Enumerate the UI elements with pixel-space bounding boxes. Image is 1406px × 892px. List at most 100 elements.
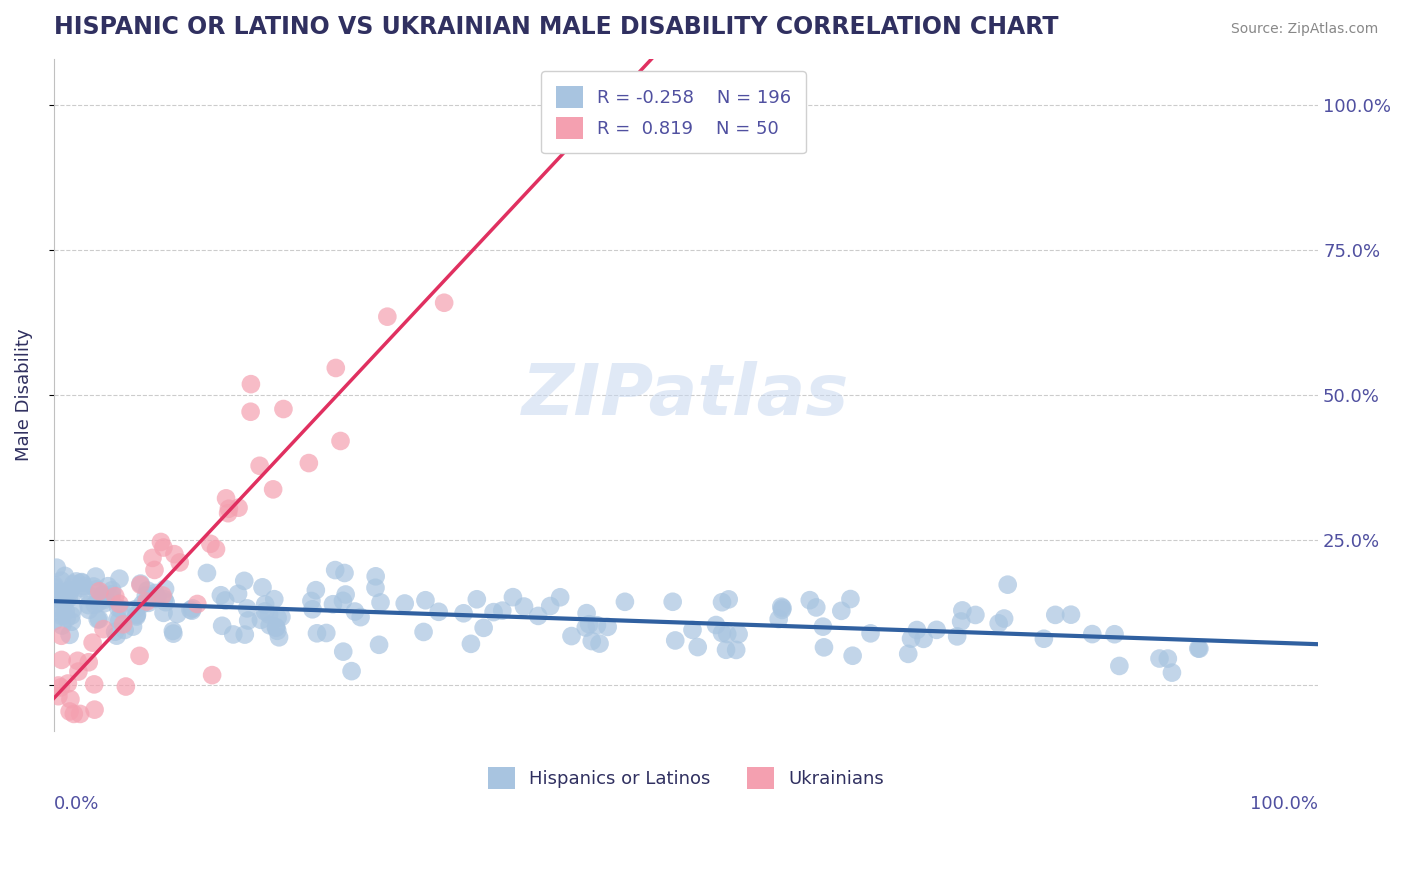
Point: [250, 613, 273, 627]
Point: [946, 629, 969, 643]
Point: [60, 588, 83, 602]
Point: [70, 581, 93, 595]
Point: [60, 615, 83, 629]
Point: [52, 595, 75, 609]
Point: [93, 622, 115, 636]
Point: [340, 664, 363, 678]
Point: [233, 574, 256, 588]
Point: [218, 501, 240, 516]
Point: [100, 591, 122, 606]
Point: [813, 640, 835, 655]
Point: [239, 377, 262, 392]
Point: [575, 606, 598, 620]
Point: [249, 458, 271, 473]
Point: [149, 535, 172, 549]
Point: [226, 587, 249, 601]
Point: [1060, 607, 1083, 622]
Point: [155, 595, 177, 609]
Point: [217, 506, 239, 520]
Point: [58, 591, 80, 606]
Point: [925, 623, 948, 637]
Point: [51, 609, 73, 624]
Point: [965, 607, 987, 622]
Point: [727, 627, 749, 641]
Point: [704, 618, 727, 632]
Point: [1187, 641, 1209, 656]
Point: [114, 623, 136, 637]
Point: [581, 634, 603, 648]
Point: [233, 627, 256, 641]
Point: [153, 592, 176, 607]
Point: [77, 598, 100, 612]
Point: [273, 402, 295, 417]
Point: [453, 607, 475, 621]
Point: [299, 594, 322, 608]
Point: [53, 595, 76, 609]
Text: 100.0%: 100.0%: [1250, 795, 1319, 814]
Point: [332, 645, 354, 659]
Point: [1104, 627, 1126, 641]
Point: [51, 618, 73, 632]
Point: [93, 596, 115, 610]
Point: [686, 640, 709, 654]
Point: [1108, 659, 1130, 673]
Point: [129, 577, 152, 591]
Point: [108, 614, 131, 628]
Point: [799, 593, 821, 607]
Point: [613, 595, 636, 609]
Point: [368, 638, 391, 652]
Point: [42, 615, 65, 629]
Point: [323, 563, 346, 577]
Point: [806, 600, 828, 615]
Point: [166, 607, 188, 621]
Point: [263, 592, 285, 607]
Point: [714, 642, 737, 657]
Point: [79, 589, 101, 603]
Point: [1161, 665, 1184, 680]
Point: [73, 579, 96, 593]
Point: [100, 587, 122, 601]
Point: [322, 597, 344, 611]
Point: [1032, 632, 1054, 646]
Point: [66, 654, 89, 668]
Point: [239, 405, 262, 419]
Point: [253, 604, 276, 618]
Point: [214, 593, 236, 607]
Point: [107, 612, 129, 626]
Point: [152, 589, 174, 603]
Point: [51, 653, 73, 667]
Point: [153, 582, 176, 596]
Point: [146, 591, 169, 605]
Point: [768, 612, 790, 626]
Legend: Hispanics or Latinos, Ukrainians: Hispanics or Latinos, Ukrainians: [481, 760, 891, 797]
Point: [152, 606, 174, 620]
Text: ZIPatlas: ZIPatlas: [522, 360, 849, 430]
Point: [1149, 651, 1171, 665]
Point: [270, 610, 292, 624]
Point: [51, 629, 73, 643]
Point: [77, 655, 100, 669]
Point: [375, 310, 398, 324]
Point: [1045, 607, 1067, 622]
Point: [163, 547, 186, 561]
Point: [70, 575, 93, 590]
Point: [370, 595, 392, 609]
Point: [97, 579, 120, 593]
Point: [91, 589, 114, 603]
Point: [59, 692, 82, 706]
Point: [205, 542, 228, 557]
Point: [900, 632, 922, 646]
Point: [84, 582, 107, 597]
Point: [394, 597, 416, 611]
Point: [122, 619, 145, 633]
Point: [42, 591, 65, 606]
Point: [186, 597, 208, 611]
Point: [215, 491, 238, 506]
Point: [45, 585, 67, 599]
Point: [105, 629, 128, 643]
Point: [83, 703, 105, 717]
Point: [482, 605, 505, 619]
Point: [108, 572, 131, 586]
Point: [211, 619, 233, 633]
Point: [59, 628, 82, 642]
